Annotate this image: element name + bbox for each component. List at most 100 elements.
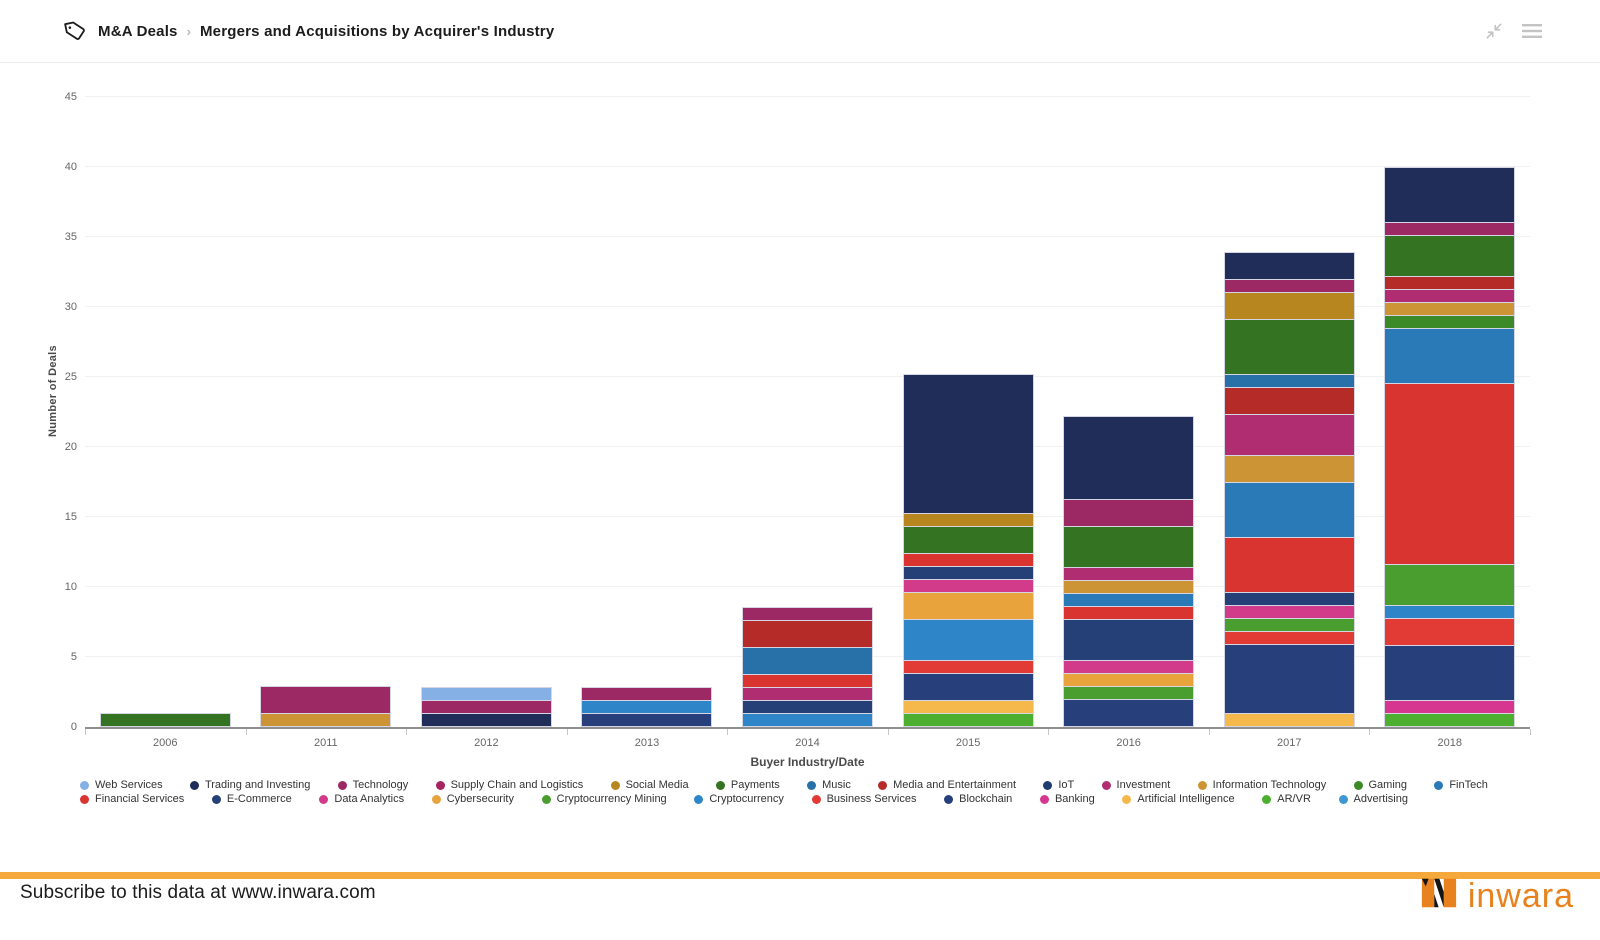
bar-segment-2017-investment[interactable]: [1223, 414, 1355, 456]
bar-segment-2017-information-technology[interactable]: [1223, 455, 1355, 483]
bar-segment-2017-blockchain[interactable]: [1223, 644, 1355, 714]
bar-segment-2018-fintech[interactable]: [1384, 328, 1516, 384]
legend-item-iot[interactable]: IoT: [1043, 779, 1074, 791]
bar-segment-2011-technology[interactable]: [260, 686, 392, 714]
bar-segment-2018-payments[interactable]: [1384, 235, 1516, 277]
bar-segment-2015-ar-vr[interactable]: [902, 713, 1034, 727]
bar-segment-2014-e-commerce[interactable]: [742, 700, 874, 714]
bar-segment-2006-payments[interactable]: [99, 713, 231, 727]
bar-segment-2018-banking[interactable]: [1384, 700, 1516, 714]
bar-segment-2014-cryptocurrency[interactable]: [742, 713, 874, 727]
bar-segment-2018-media-and-entertainment[interactable]: [1384, 276, 1516, 290]
bar-segment-2014-music[interactable]: [742, 647, 874, 675]
bar-segment-2015-cybersecurity[interactable]: [902, 592, 1034, 620]
legend-item-banking[interactable]: Banking: [1039, 793, 1095, 805]
bar-segment-2017-social-media[interactable]: [1223, 292, 1355, 320]
menu-icon[interactable]: [1522, 23, 1542, 39]
bar-segment-2017-e-commerce[interactable]: [1223, 592, 1355, 606]
legend-item-media-and-entertainment[interactable]: Media and Entertainment: [878, 779, 1016, 791]
legend-item-technology[interactable]: Technology: [337, 779, 408, 791]
legend-item-cybersecurity[interactable]: Cybersecurity: [431, 793, 514, 805]
bar-segment-2017-music[interactable]: [1223, 374, 1355, 388]
bar-segment-2018-cryptocurrency-mining[interactable]: [1384, 564, 1516, 606]
bar-segment-2016-financial-services[interactable]: [1063, 606, 1195, 620]
bar-segment-2015-data-analytics[interactable]: [902, 579, 1034, 593]
bar-segment-2016-trading-and-investing[interactable]: [1063, 416, 1195, 500]
bar-segment-2017-fintech[interactable]: [1223, 482, 1355, 538]
bar-segment-2015-financial-services[interactable]: [902, 553, 1034, 567]
bar-segment-2017-data-analytics[interactable]: [1223, 605, 1355, 619]
legend-item-gaming[interactable]: Gaming: [1353, 779, 1407, 791]
bar-segment-2014-investment[interactable]: [742, 687, 874, 701]
legend-item-ar-vr[interactable]: AR/VR: [1262, 793, 1311, 805]
bar-segment-2015-cryptocurrency[interactable]: [902, 619, 1034, 661]
legend-item-investment[interactable]: Investment: [1101, 779, 1170, 791]
legend-item-artificial-intelligence[interactable]: Artificial Intelligence: [1122, 793, 1235, 805]
bar-segment-2017-media-and-entertainment[interactable]: [1223, 387, 1355, 415]
bar-segment-2015-payments[interactable]: [902, 526, 1034, 554]
legend-item-social-media[interactable]: Social Media: [610, 779, 689, 791]
bar-segment-2018-trading-and-investing[interactable]: [1384, 167, 1516, 223]
legend-item-cryptocurrency[interactable]: Cryptocurrency: [694, 793, 784, 805]
bar-segment-2015-e-commerce[interactable]: [902, 566, 1034, 580]
legend-item-information-technology[interactable]: Information Technology: [1197, 779, 1326, 791]
legend-item-music[interactable]: Music: [807, 779, 851, 791]
bar-segment-2018-cryptocurrency[interactable]: [1384, 605, 1516, 619]
bar-segment-2016-cryptocurrency-mining[interactable]: [1063, 686, 1195, 700]
bar-segment-2016-information-technology[interactable]: [1063, 580, 1195, 594]
bar-segment-2013-cryptocurrency[interactable]: [581, 700, 713, 714]
bar-segment-2018-blockchain[interactable]: [1384, 645, 1516, 701]
breadcrumb[interactable]: M&A Deals: [98, 22, 178, 40]
bar-segment-2015-blockchain[interactable]: [902, 673, 1034, 701]
collapse-icon[interactable]: [1484, 21, 1504, 41]
bar-segment-2015-artificial-intelligence[interactable]: [902, 700, 1034, 714]
bar-segment-2013-blockchain[interactable]: [581, 713, 713, 727]
bar-segment-2017-cryptocurrency-mining[interactable]: [1223, 618, 1355, 632]
bar-segment-2018-gaming[interactable]: [1384, 315, 1516, 329]
bar-segment-2012-web-services[interactable]: [420, 687, 552, 701]
bar-segment-2015-business-services[interactable]: [902, 660, 1034, 674]
bar-segment-2016-fintech[interactable]: [1063, 593, 1195, 607]
bar-segment-2018-information-technology[interactable]: [1384, 302, 1516, 316]
bar-segment-2013-technology[interactable]: [581, 687, 713, 701]
bar-segment-2015-trading-and-investing[interactable]: [902, 374, 1034, 514]
bar-segment-2016-payments[interactable]: [1063, 526, 1195, 568]
bar-segment-2016-technology[interactable]: [1063, 499, 1195, 527]
legend-item-supply-chain-and-logistics[interactable]: Supply Chain and Logistics: [435, 779, 583, 791]
bar-segment-2017-payments[interactable]: [1223, 319, 1355, 375]
bar-segment-2014-technology[interactable]: [742, 607, 874, 621]
inwara-logo-icon: [1420, 874, 1458, 917]
bar-segment-2012-trading-and-investing[interactable]: [420, 713, 552, 727]
legend-item-financial-services[interactable]: Financial Services: [80, 793, 184, 805]
bar-segment-2018-technology[interactable]: [1384, 222, 1516, 236]
bar-segment-2011-information-technology[interactable]: [260, 713, 392, 727]
bar-segment-2017-business-services[interactable]: [1223, 631, 1355, 645]
bar-segment-2016-data-analytics[interactable]: [1063, 660, 1195, 674]
bar-segment-2016-blockchain[interactable]: [1063, 699, 1195, 727]
legend-item-cryptocurrency-mining[interactable]: Cryptocurrency Mining: [541, 793, 667, 805]
bar-segment-2018-ar-vr[interactable]: [1384, 713, 1516, 727]
bar-segment-2016-investment[interactable]: [1063, 567, 1195, 581]
legend-item-advertising[interactable]: Advertising: [1338, 793, 1408, 805]
bar-segment-2015-social-media[interactable]: [902, 513, 1034, 527]
legend-item-business-services[interactable]: Business Services: [811, 793, 916, 805]
legend-item-fintech[interactable]: FinTech: [1434, 779, 1488, 791]
legend-item-web-services[interactable]: Web Services: [80, 779, 163, 791]
bar-segment-2018-business-services[interactable]: [1384, 618, 1516, 646]
bar-segment-2014-media-and-entertainment[interactable]: [742, 620, 874, 648]
bar-segment-2012-technology[interactable]: [420, 700, 552, 714]
bar-segment-2017-financial-services[interactable]: [1223, 537, 1355, 593]
bar-segment-2018-investment[interactable]: [1384, 289, 1516, 303]
bar-segment-2016-cybersecurity[interactable]: [1063, 673, 1195, 687]
legend-item-trading-and-investing[interactable]: Trading and Investing: [189, 779, 310, 791]
legend-item-payments[interactable]: Payments: [715, 779, 780, 791]
bar-segment-2016-e-commerce[interactable]: [1063, 619, 1195, 661]
legend-item-data-analytics[interactable]: Data Analytics: [319, 793, 404, 805]
legend-item-e-commerce[interactable]: E-Commerce: [211, 793, 292, 805]
legend-item-blockchain[interactable]: Blockchain: [944, 793, 1012, 805]
bar-segment-2017-trading-and-investing[interactable]: [1223, 252, 1355, 280]
bar-segment-2014-financial-services[interactable]: [742, 674, 874, 688]
bar-segment-2018-financial-services[interactable]: [1384, 383, 1516, 565]
bar-segment-2017-technology[interactable]: [1223, 279, 1355, 293]
bar-segment-2017-artificial-intelligence[interactable]: [1223, 713, 1355, 727]
